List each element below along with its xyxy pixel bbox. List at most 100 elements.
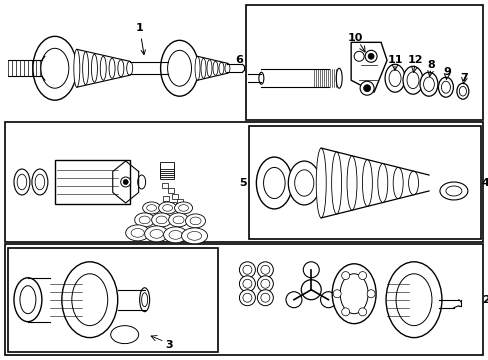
Ellipse shape bbox=[14, 169, 30, 195]
Circle shape bbox=[358, 308, 366, 316]
Ellipse shape bbox=[258, 72, 264, 84]
Ellipse shape bbox=[138, 175, 145, 189]
Text: 5: 5 bbox=[239, 178, 247, 188]
Ellipse shape bbox=[219, 62, 224, 74]
Ellipse shape bbox=[14, 278, 42, 321]
Bar bbox=[5, 244, 482, 355]
Ellipse shape bbox=[74, 49, 80, 87]
Ellipse shape bbox=[206, 60, 212, 77]
Ellipse shape bbox=[190, 217, 201, 225]
Bar bbox=[176, 207, 182, 212]
Ellipse shape bbox=[17, 174, 27, 190]
Ellipse shape bbox=[257, 290, 273, 306]
Ellipse shape bbox=[346, 156, 356, 210]
Text: 8: 8 bbox=[426, 60, 434, 70]
Ellipse shape bbox=[163, 227, 187, 243]
Circle shape bbox=[285, 292, 301, 308]
Ellipse shape bbox=[257, 276, 273, 292]
Ellipse shape bbox=[406, 72, 418, 89]
Bar bbox=[159, 164, 173, 171]
Ellipse shape bbox=[35, 174, 44, 190]
Ellipse shape bbox=[181, 228, 207, 244]
Ellipse shape bbox=[423, 77, 433, 91]
Ellipse shape bbox=[201, 58, 205, 78]
Bar bbox=[159, 166, 173, 173]
Ellipse shape bbox=[178, 204, 188, 211]
Ellipse shape bbox=[173, 216, 183, 224]
Ellipse shape bbox=[263, 167, 285, 199]
Ellipse shape bbox=[91, 54, 97, 82]
Bar bbox=[171, 194, 177, 199]
Ellipse shape bbox=[362, 159, 372, 206]
Ellipse shape bbox=[408, 171, 418, 195]
Ellipse shape bbox=[126, 61, 132, 75]
Ellipse shape bbox=[168, 213, 188, 227]
Ellipse shape bbox=[156, 216, 167, 224]
Ellipse shape bbox=[331, 264, 375, 324]
Circle shape bbox=[358, 271, 366, 280]
Ellipse shape bbox=[340, 274, 367, 314]
Ellipse shape bbox=[456, 83, 468, 99]
Ellipse shape bbox=[256, 157, 292, 209]
Bar bbox=[246, 5, 482, 120]
Ellipse shape bbox=[384, 64, 404, 92]
Text: 7: 7 bbox=[459, 73, 467, 83]
Ellipse shape bbox=[158, 202, 176, 214]
Bar bbox=[159, 168, 173, 175]
Circle shape bbox=[301, 280, 321, 300]
Ellipse shape bbox=[402, 66, 422, 94]
Ellipse shape bbox=[163, 204, 172, 211]
Circle shape bbox=[353, 51, 364, 61]
Ellipse shape bbox=[243, 293, 251, 302]
Ellipse shape bbox=[142, 293, 147, 307]
Bar bbox=[5, 122, 482, 242]
Ellipse shape bbox=[377, 163, 387, 203]
Bar bbox=[163, 196, 168, 201]
Ellipse shape bbox=[167, 50, 191, 86]
Circle shape bbox=[121, 177, 130, 187]
Ellipse shape bbox=[213, 61, 218, 75]
Ellipse shape bbox=[109, 58, 115, 78]
Ellipse shape bbox=[288, 161, 320, 205]
Bar bbox=[8, 248, 218, 352]
Ellipse shape bbox=[151, 213, 171, 227]
Ellipse shape bbox=[118, 60, 123, 77]
Bar bbox=[55, 160, 129, 204]
Ellipse shape bbox=[294, 170, 313, 196]
Text: 2: 2 bbox=[481, 295, 488, 305]
Circle shape bbox=[363, 85, 370, 92]
Ellipse shape bbox=[41, 48, 69, 88]
Ellipse shape bbox=[160, 40, 198, 96]
Ellipse shape bbox=[419, 72, 437, 96]
Circle shape bbox=[320, 292, 336, 308]
Bar bbox=[176, 199, 182, 204]
Ellipse shape bbox=[331, 152, 341, 214]
Circle shape bbox=[367, 53, 373, 59]
Ellipse shape bbox=[125, 225, 149, 241]
Ellipse shape bbox=[134, 213, 154, 227]
Ellipse shape bbox=[174, 202, 192, 214]
Text: 4: 4 bbox=[481, 178, 488, 188]
Ellipse shape bbox=[139, 216, 150, 224]
Text: 1: 1 bbox=[136, 23, 145, 54]
Ellipse shape bbox=[33, 36, 77, 100]
Bar bbox=[159, 170, 173, 177]
Circle shape bbox=[303, 262, 319, 278]
Ellipse shape bbox=[224, 63, 229, 73]
Text: 10: 10 bbox=[347, 33, 362, 43]
Circle shape bbox=[332, 290, 341, 298]
Ellipse shape bbox=[187, 231, 201, 240]
Text: 6: 6 bbox=[235, 55, 243, 65]
Circle shape bbox=[365, 50, 376, 62]
Ellipse shape bbox=[110, 326, 139, 343]
Ellipse shape bbox=[388, 70, 400, 87]
Polygon shape bbox=[350, 42, 386, 92]
Bar bbox=[249, 126, 480, 239]
Bar bbox=[161, 183, 167, 188]
Ellipse shape bbox=[441, 81, 449, 93]
Circle shape bbox=[341, 308, 349, 316]
Text: 12: 12 bbox=[407, 55, 422, 65]
Ellipse shape bbox=[144, 226, 168, 242]
Ellipse shape bbox=[239, 262, 255, 278]
Ellipse shape bbox=[131, 229, 144, 237]
